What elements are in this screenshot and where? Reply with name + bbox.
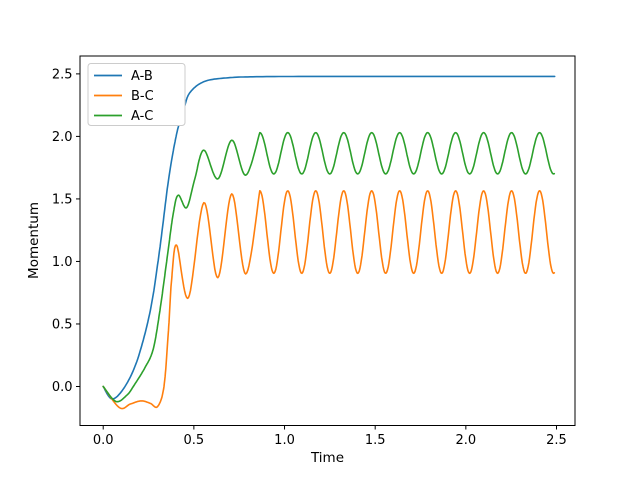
legend-label-a-c: A-C bbox=[131, 109, 153, 124]
x-tick-label: 1.0 bbox=[274, 433, 295, 448]
y-tick-label: 2.0 bbox=[52, 130, 73, 145]
x-tick-label: 1.5 bbox=[365, 433, 386, 448]
y-axis-ticks: 0.0 0.5 1.0 1.5 2.0 2.5 bbox=[52, 67, 80, 395]
legend-box bbox=[87, 63, 186, 126]
x-tick-label: 2.5 bbox=[546, 433, 567, 448]
y-tick-label: 0.5 bbox=[52, 317, 73, 332]
x-tick-label: 2.0 bbox=[456, 433, 477, 448]
x-axis-label: Time bbox=[310, 450, 344, 466]
x-tick-label: 0.5 bbox=[184, 433, 205, 448]
y-tick-label: 2.5 bbox=[52, 67, 73, 82]
legend-label-b-c: B-C bbox=[131, 89, 154, 104]
legend: A-B B-C A-C bbox=[87, 63, 186, 126]
series-line-b-c bbox=[102, 190, 556, 410]
x-axis-ticks: 0.0 0.5 1.0 1.5 2.0 2.5 bbox=[93, 425, 567, 448]
y-tick-label: 0.0 bbox=[52, 380, 73, 395]
y-axis-label: Momentum bbox=[26, 202, 42, 279]
x-tick-label: 0.0 bbox=[93, 433, 114, 448]
series-line-a-c bbox=[102, 131, 556, 403]
legend-label-a-b: A-B bbox=[131, 69, 153, 84]
y-tick-label: 1.5 bbox=[52, 192, 73, 207]
y-tick-label: 1.0 bbox=[52, 255, 73, 270]
